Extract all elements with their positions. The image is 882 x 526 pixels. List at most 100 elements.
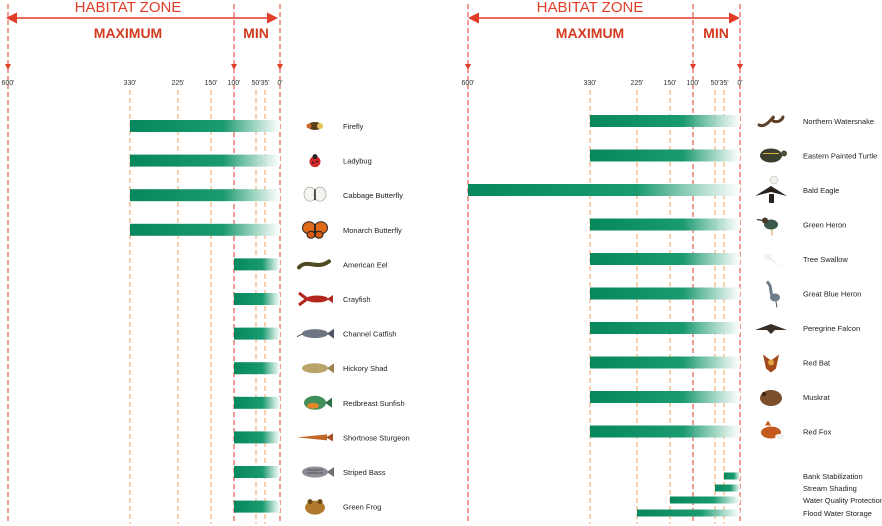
- bald-eagle-icon: [755, 175, 787, 203]
- eastern-painted-turtle-icon: [760, 148, 787, 163]
- species-label: Peregrine Falcon: [803, 324, 860, 333]
- down-arrow-icon: [231, 64, 237, 70]
- muskrat-icon: [760, 390, 782, 406]
- tick-label: 150': [204, 80, 217, 87]
- right-tick-labels: 600' 330' 225' 150' 100' 50' 35' 0': [461, 80, 742, 87]
- left-zone-header: HABITAT ZONE MAXIMUM MIN: [5, 0, 279, 41]
- bar-water-quality-protection: [670, 496, 740, 504]
- american-eel-icon: [297, 259, 331, 270]
- northern-watersnake-icon: [757, 115, 785, 128]
- species-label: Channel Catfish: [343, 330, 396, 339]
- bar-monarch-butterfly: [130, 223, 280, 236]
- down-arrow-icon: [737, 64, 743, 70]
- peregrine-falcon-icon: [755, 324, 787, 334]
- right-bars: [468, 115, 740, 438]
- species-label: Crayfish: [343, 295, 371, 304]
- species-label: Hickory Shad: [343, 364, 388, 373]
- tick-label: 150': [663, 80, 676, 87]
- species-label: Redbreast Sunfish: [343, 399, 405, 408]
- tick-label: 600': [1, 80, 14, 87]
- bar-shortnose-sturgeon: [234, 431, 280, 444]
- tick-label: 35': [260, 80, 269, 87]
- species-label: Red Fox: [803, 428, 832, 437]
- bar-great-blue-heron: [590, 287, 740, 300]
- left-icons: [296, 122, 334, 515]
- right-icons: [755, 115, 787, 439]
- tree-swallow-icon: [763, 253, 781, 267]
- bar-green-heron: [590, 218, 740, 231]
- bar-channel-catfish: [234, 327, 280, 340]
- right-zone-title: HABITAT ZONE: [537, 0, 644, 16]
- tick-label: 35': [719, 80, 728, 87]
- species-label: Red Bat: [803, 359, 831, 368]
- down-arrow-icon: [5, 64, 11, 70]
- tick-label: 50': [710, 80, 719, 87]
- species-label: American Eel: [343, 260, 388, 269]
- species-label: Muskrat: [803, 393, 831, 402]
- tick-label: 50': [251, 80, 260, 87]
- species-label: Striped Bass: [343, 468, 386, 477]
- bar-hickory-shad: [234, 362, 280, 375]
- tick-label: 0': [277, 80, 282, 87]
- bar-peregrine-falcon: [590, 322, 740, 334]
- left-min-label: MIN: [243, 25, 269, 41]
- function-label: Stream Shading: [803, 484, 857, 493]
- species-label: Monarch Butterfly: [343, 226, 402, 235]
- species-label: Great Blue Heron: [803, 290, 861, 299]
- right-zone-header: HABITAT ZONE MAXIMUM MIN: [467, 0, 741, 41]
- species-label: Eastern Painted Turtle: [803, 152, 877, 161]
- monarch-butterfly-icon: [302, 221, 328, 239]
- right-maximum-label: MAXIMUM: [556, 25, 624, 41]
- function-label: Water Quality Protection: [803, 496, 882, 505]
- firefly-icon: [306, 122, 323, 130]
- bar-eastern-painted-turtle: [590, 149, 740, 162]
- bar-striped-bass: [234, 466, 280, 478]
- green-frog-icon: [305, 499, 325, 515]
- species-label: Firefly: [343, 122, 364, 131]
- right-species-labels: Northern Watersnake Eastern Painted Turtl…: [803, 117, 877, 437]
- bar-muskrat: [590, 391, 740, 403]
- down-arrow-icon: [277, 64, 283, 70]
- red-fox-icon: [761, 420, 785, 439]
- bar-american-eel: [234, 258, 280, 271]
- cabbage-butterfly-icon: [303, 186, 327, 202]
- left-species-labels: Firefly Ladybug Cabbage Butterfly Monarch B…: [343, 122, 410, 512]
- bar-northern-watersnake: [590, 115, 740, 127]
- species-label: Bald Eagle: [803, 186, 839, 195]
- left-tick-labels: 600' 330' 225' 150' 100' 50' 35' 0': [1, 80, 282, 87]
- right-function-labels: Bank Stabilization Stream Shading Water Qu…: [803, 472, 882, 518]
- left-zone-title: HABITAT ZONE: [75, 0, 182, 16]
- shortnose-sturgeon-icon: [297, 433, 333, 442]
- species-label: Ladybug: [343, 157, 372, 166]
- function-label: Flood Water Storage: [803, 509, 872, 518]
- bar-bank-stabilization: [724, 472, 740, 480]
- tick-label: 100': [227, 80, 240, 87]
- redbreast-sunfish-icon: [304, 395, 332, 410]
- bar-cabbage-butterfly: [130, 189, 280, 202]
- tick-label: 330': [123, 80, 136, 87]
- tick-label: 330': [583, 80, 596, 87]
- red-bat-icon: [763, 354, 779, 373]
- tick-label: 225': [630, 80, 643, 87]
- bar-ladybug: [130, 154, 280, 167]
- bar-tree-swallow: [590, 253, 740, 265]
- tick-label: 225': [171, 80, 184, 87]
- crayfish-icon: [298, 291, 333, 307]
- left-bars: [130, 120, 280, 513]
- species-label: Cabbage Butterfly: [343, 191, 403, 200]
- bar-red-bat: [590, 356, 740, 369]
- species-label: Northern Watersnake: [803, 117, 874, 126]
- left-panel: HABITAT ZONE MAXIMUM MIN 600' 330' 225' 150…: [1, 0, 410, 524]
- bar-firefly: [130, 120, 280, 132]
- tick-label: 600': [461, 80, 474, 87]
- species-label: Green Heron: [803, 221, 846, 230]
- bar-green-frog: [234, 500, 280, 513]
- great-blue-heron-icon: [765, 280, 780, 308]
- tick-label: 0': [737, 80, 742, 87]
- down-arrow-icon: [465, 64, 471, 70]
- bar-flood-water-storage: [637, 509, 740, 517]
- bar-redbreast-sunfish: [234, 396, 280, 409]
- tick-label: 100': [686, 80, 699, 87]
- channel-catfish-icon: [296, 328, 334, 339]
